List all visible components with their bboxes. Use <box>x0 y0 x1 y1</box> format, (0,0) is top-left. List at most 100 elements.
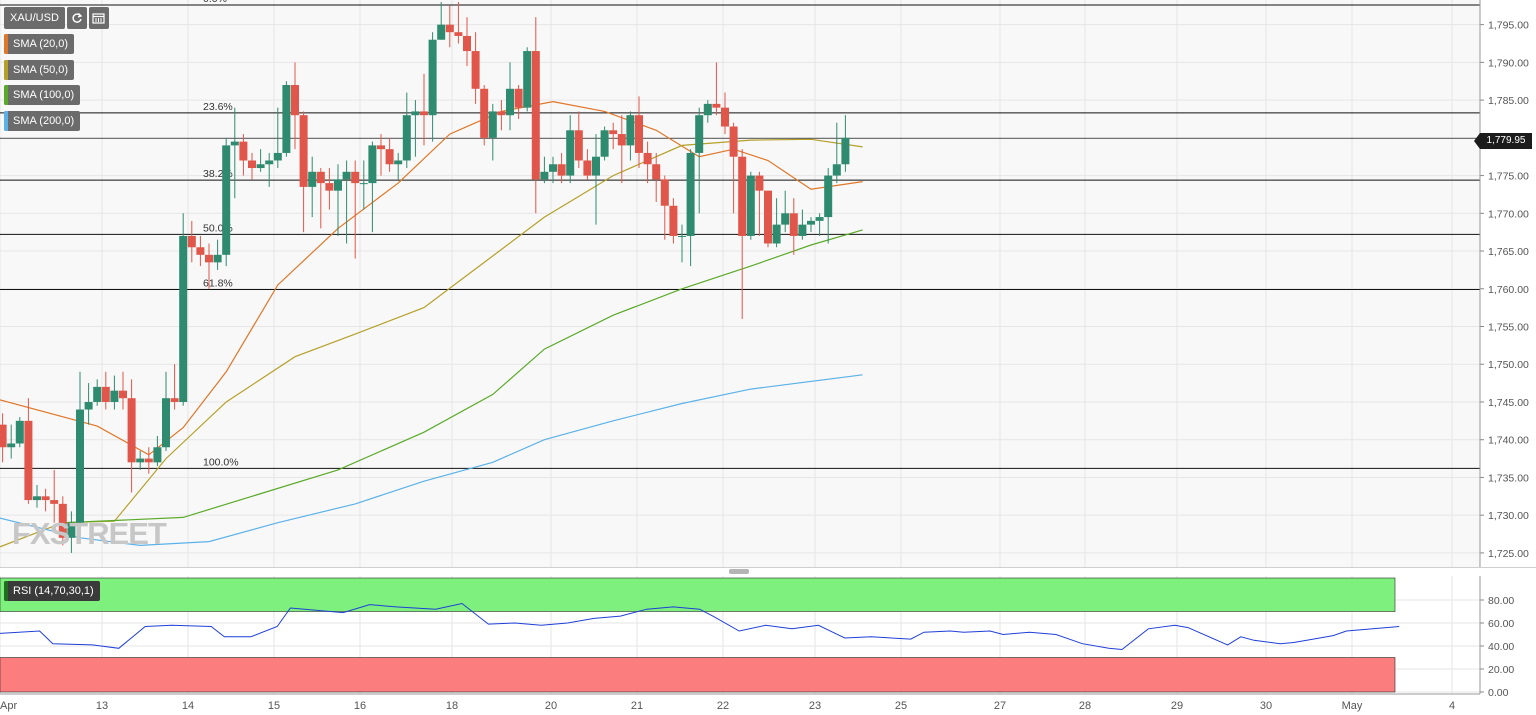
candle <box>33 484 41 508</box>
candle-body <box>50 500 59 504</box>
candle-body <box>798 224 807 236</box>
candle <box>162 371 170 452</box>
legend-label: SMA (100,0) <box>13 89 75 101</box>
rsi-series-line <box>0 602 1400 651</box>
candle <box>531 17 540 214</box>
candle <box>101 371 110 410</box>
candle-body <box>162 398 170 448</box>
candle <box>815 213 824 236</box>
candle-body <box>402 115 411 161</box>
y-tick-label: 1,765.00 <box>1488 246 1529 258</box>
legend-swatch <box>4 85 8 105</box>
y-tick-label: 1,730.00 <box>1488 510 1529 522</box>
candle-body <box>359 183 368 185</box>
candle-body <box>7 443 16 448</box>
candle <box>351 160 360 259</box>
y-tick-label: 1,775.00 <box>1488 171 1529 183</box>
candle-body <box>76 409 84 523</box>
x-tick-label: 16 <box>354 700 366 712</box>
candle-body <box>291 85 299 116</box>
candle-body <box>205 254 213 263</box>
candle <box>187 220 196 263</box>
candle-body <box>101 386 110 402</box>
candle <box>523 47 532 112</box>
x-tick-label: Apr <box>0 700 17 712</box>
candle <box>7 424 16 459</box>
candle <box>712 62 721 116</box>
candle <box>574 111 583 169</box>
candle <box>299 111 308 233</box>
sma-lines <box>0 100 863 548</box>
candle <box>248 152 256 180</box>
candle <box>832 122 841 184</box>
candle-body <box>549 164 557 172</box>
candle-body <box>213 254 222 263</box>
symbol-selector[interactable]: XAU/USD <box>4 7 65 29</box>
candle-body <box>703 103 712 116</box>
legend-sma-200[interactable]: SMA (200,0) <box>4 111 81 131</box>
candle <box>772 198 781 248</box>
grid <box>0 0 1480 694</box>
refresh-icon[interactable] <box>66 7 87 29</box>
candle <box>308 156 317 218</box>
candle-body <box>153 447 162 463</box>
candle-body <box>342 171 351 180</box>
rsi-legend[interactable]: RSI (14,70,30,1) <box>4 581 100 601</box>
y-tick-label: 1,795.00 <box>1488 20 1529 32</box>
candle <box>213 239 222 270</box>
symbol-toolbar: XAU/USD <box>4 7 111 29</box>
x-tick-label: 20 <box>545 700 557 712</box>
candle-body <box>738 156 747 236</box>
candle-body <box>33 496 41 501</box>
candle-body <box>463 35 471 52</box>
candle-body <box>471 51 480 89</box>
candle-body <box>0 424 7 448</box>
candles[interactable] <box>0 2 850 553</box>
legend-sma-50[interactable]: SMA (50,0) <box>4 60 75 80</box>
legend-label: SMA (50,0) <box>13 64 69 76</box>
candle-body <box>824 175 833 218</box>
candle-body <box>179 235 188 402</box>
last-price-tag: 1,779.95 <box>1474 133 1532 149</box>
candle-body <box>540 171 549 180</box>
candle-body <box>299 115 308 187</box>
candle-body <box>187 235 196 248</box>
candle <box>230 107 239 199</box>
calendar-icon[interactable] <box>88 7 109 29</box>
rsi-y-tick-label: 80.00 <box>1488 595 1514 607</box>
candle-body <box>635 115 643 153</box>
candle <box>437 2 446 40</box>
candle-body <box>368 145 377 184</box>
fibonacci-label: 23.6% <box>203 101 233 113</box>
candle <box>316 168 325 229</box>
candle <box>359 160 368 210</box>
candle-body <box>592 156 600 176</box>
legend-sma-100[interactable]: SMA (100,0) <box>4 85 81 105</box>
x-tick-label: 22 <box>717 700 729 712</box>
candle <box>334 164 342 236</box>
candle <box>377 134 385 176</box>
candle-body <box>669 205 678 236</box>
candle <box>76 371 84 527</box>
candle-body <box>643 152 652 165</box>
x-tick-label: 13 <box>96 700 108 712</box>
candle-body <box>351 171 360 184</box>
candle <box>411 100 420 157</box>
candle <box>738 149 747 319</box>
candle-body <box>523 51 532 108</box>
candle-body <box>170 398 179 402</box>
candle <box>609 122 618 150</box>
candle-body <box>41 496 50 501</box>
candle <box>557 152 566 184</box>
candle <box>686 149 695 267</box>
fibonacci-label: 100.0% <box>203 456 239 468</box>
pane-resize-handle[interactable] <box>729 569 749 574</box>
candle-body <box>497 111 506 116</box>
candle <box>540 156 549 184</box>
candle <box>592 134 600 225</box>
x-tick-label: 15 <box>268 700 280 712</box>
candle <box>807 217 815 233</box>
x-tick-label: 30 <box>1260 700 1272 712</box>
legend-sma-20[interactable]: SMA (20,0) <box>4 34 75 54</box>
